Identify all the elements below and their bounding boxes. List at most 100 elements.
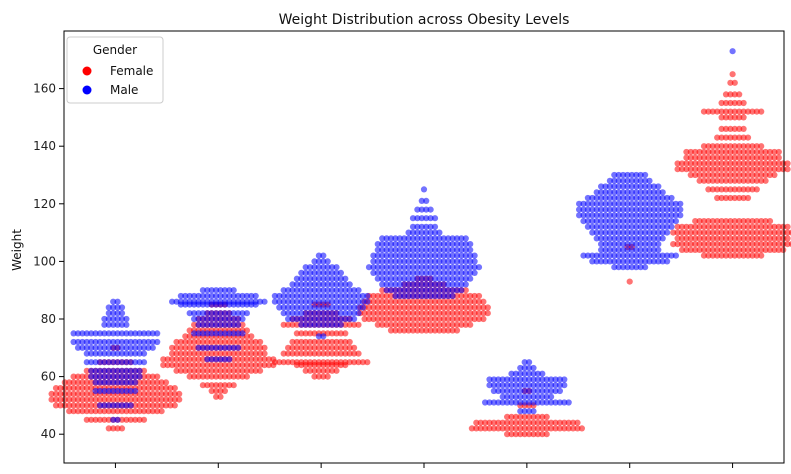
swarm-point bbox=[88, 350, 95, 357]
swarm-point bbox=[361, 310, 368, 317]
swarm-point bbox=[315, 344, 322, 351]
swarm-point bbox=[771, 229, 778, 236]
swarm-point bbox=[173, 350, 180, 357]
swarm-point bbox=[508, 431, 515, 438]
swarm-point bbox=[548, 393, 555, 400]
swarm-point bbox=[727, 177, 734, 184]
swarm-point bbox=[762, 160, 769, 167]
swarm-point bbox=[749, 171, 756, 179]
swarm-point bbox=[311, 330, 318, 337]
swarm-point bbox=[132, 408, 139, 415]
swarm-point bbox=[208, 287, 215, 294]
swarm-point bbox=[195, 298, 202, 305]
swarm-point bbox=[637, 241, 644, 248]
swarm-point bbox=[409, 292, 417, 300]
swarm-point bbox=[199, 382, 206, 389]
swarm-point bbox=[598, 241, 605, 248]
swarm-point bbox=[598, 246, 605, 253]
swarm-point bbox=[289, 350, 296, 357]
swarm-point bbox=[775, 246, 782, 253]
swarm-point bbox=[736, 154, 743, 161]
swarm-point bbox=[285, 298, 292, 305]
swarm-point bbox=[580, 218, 587, 225]
swarm-point bbox=[66, 402, 73, 409]
swarm-point bbox=[646, 223, 653, 230]
swarm-point bbox=[329, 321, 336, 328]
swarm-point bbox=[169, 356, 176, 363]
swarm-point bbox=[307, 264, 314, 271]
swarm-point bbox=[182, 356, 189, 363]
swarm-point bbox=[615, 229, 622, 236]
swarm-point bbox=[427, 292, 434, 300]
swarm-point bbox=[530, 364, 537, 372]
swarm-point bbox=[718, 143, 725, 150]
swarm-point bbox=[252, 338, 259, 346]
swarm-point bbox=[298, 287, 305, 294]
swarm-point bbox=[149, 396, 156, 403]
swarm-point bbox=[598, 212, 605, 219]
swarm-point bbox=[615, 171, 622, 179]
series-male bbox=[70, 48, 736, 423]
swarm-point bbox=[374, 292, 381, 300]
swarm-point bbox=[204, 321, 211, 328]
swarm-point bbox=[114, 338, 121, 346]
swarm-point bbox=[722, 148, 730, 156]
swarm-point bbox=[753, 252, 760, 259]
swarm-point bbox=[611, 258, 618, 265]
swarm-point bbox=[374, 298, 381, 305]
swarm-point bbox=[235, 330, 242, 337]
swarm-point bbox=[696, 218, 703, 225]
swarm-point bbox=[66, 390, 73, 397]
swarm-point bbox=[221, 382, 228, 389]
swarm-point bbox=[217, 338, 224, 346]
swarm-point bbox=[298, 344, 305, 351]
swarm-point bbox=[758, 223, 765, 230]
swarm-point bbox=[670, 241, 677, 248]
swarm-point bbox=[736, 218, 743, 225]
swarm-point bbox=[105, 310, 112, 317]
swarm-point bbox=[230, 310, 237, 317]
swarm-point bbox=[324, 367, 331, 374]
swarm-point bbox=[462, 246, 469, 253]
swarm-point bbox=[379, 281, 386, 288]
swarm-point bbox=[499, 399, 506, 406]
swarm-point bbox=[700, 252, 708, 259]
swarm-point bbox=[342, 344, 349, 351]
swarm-point bbox=[480, 304, 487, 311]
swarm-point bbox=[329, 298, 336, 305]
swarm-point bbox=[186, 344, 193, 351]
swarm-point bbox=[239, 350, 246, 357]
swarm-point bbox=[140, 402, 148, 409]
swarm-point bbox=[423, 252, 430, 259]
swarm-point bbox=[543, 431, 550, 438]
swarm-point bbox=[458, 258, 465, 265]
swarm-point bbox=[467, 321, 474, 328]
swarm-point bbox=[342, 315, 349, 323]
swarm-point bbox=[235, 298, 242, 305]
swarm-point bbox=[744, 143, 752, 150]
swarm-point bbox=[556, 399, 564, 406]
swarm-point bbox=[337, 287, 344, 294]
swarm-point bbox=[736, 160, 743, 167]
swarm-point bbox=[298, 310, 305, 317]
swarm-point bbox=[195, 338, 202, 346]
swarm-point bbox=[204, 382, 211, 389]
swarm-point bbox=[731, 99, 738, 107]
swarm-point bbox=[593, 200, 600, 207]
swarm-point bbox=[606, 177, 614, 184]
swarm-point bbox=[230, 367, 237, 374]
swarm-point bbox=[646, 252, 653, 259]
swarm-point bbox=[337, 350, 344, 357]
swarm-point bbox=[239, 362, 246, 369]
swarm-point bbox=[731, 91, 738, 98]
swarm-point bbox=[521, 413, 528, 420]
swarm-point bbox=[114, 416, 121, 423]
swarm-point bbox=[683, 235, 690, 242]
swarm-point bbox=[714, 160, 721, 167]
swarm-point bbox=[727, 114, 734, 121]
swarm-point bbox=[736, 194, 743, 202]
swarm-point bbox=[570, 419, 577, 426]
swarm-point bbox=[482, 419, 489, 426]
